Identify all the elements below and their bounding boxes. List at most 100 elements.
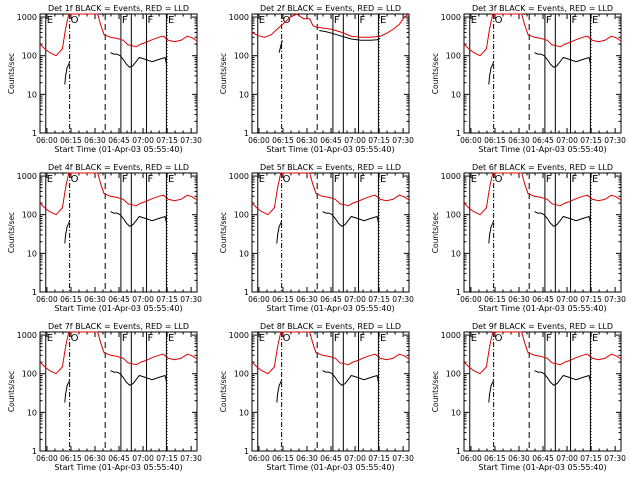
event-marker-label: O <box>495 15 503 26</box>
event-marker-label: E <box>471 333 477 344</box>
x-tick-label: 06:00 <box>460 295 482 304</box>
event-rate-line <box>534 211 592 227</box>
plot-frame <box>251 13 410 134</box>
event-marker-label: F <box>546 174 552 185</box>
panel-title: Det 3f BLACK = Events, RED = LLD <box>472 4 613 13</box>
event-rate-line <box>110 211 168 227</box>
lld-rate-line <box>251 13 410 38</box>
x-tick-label: 07:00 <box>556 295 578 304</box>
x-tick-label: 07:00 <box>132 136 154 145</box>
event-marker-label: O <box>71 15 79 26</box>
x-axis-label: Start Time (01-Apr-03 05:55:40) <box>478 304 606 313</box>
y-tick-label: 10 <box>451 90 461 99</box>
y-tick-label: 100 <box>234 52 249 61</box>
x-tick-label: 07:00 <box>344 454 366 463</box>
y-tick-label: 10 <box>451 249 461 258</box>
event-marker-label: F <box>360 333 366 344</box>
x-tick-label: 06:15 <box>60 454 82 463</box>
panel-title: Det 5f BLACK = Events, RED = LLD <box>260 163 401 172</box>
event-marker-label: E <box>47 174 53 185</box>
x-tick-label: 07:30 <box>180 454 202 463</box>
event-marker-label: O <box>71 333 79 344</box>
y-tick-label: 1 <box>32 447 37 456</box>
event-marker-label: E <box>259 333 265 344</box>
panel-5: Det 5f BLACK = Events, RED = LLD 1 10 100 10… <box>219 163 414 313</box>
panel-8: Det 8f BLACK = Events, RED = LLD 1 10 100 10… <box>219 322 414 472</box>
event-marker-label: E <box>592 333 598 344</box>
y-tick-label: 1000 <box>441 331 461 340</box>
event-rate-line <box>322 370 380 386</box>
event-rate-line <box>319 30 381 41</box>
event-marker-label: E <box>168 333 174 344</box>
event-marker-label: F <box>148 15 154 26</box>
x-axis-label: Start Time (01-Apr-03 05:55:40) <box>266 304 394 313</box>
x-tick-label: 07:30 <box>180 295 202 304</box>
event-rate-line <box>276 379 283 403</box>
plot-frame <box>463 172 622 293</box>
event-marker-label: E <box>592 15 598 26</box>
event-marker-label: E <box>471 15 477 26</box>
event-marker-label: F <box>148 174 154 185</box>
x-tick-label: 07:15 <box>156 295 178 304</box>
y-tick-label: 1000 <box>229 172 249 181</box>
event-marker-label: F <box>546 15 552 26</box>
x-tick-label: 06:30 <box>296 454 318 463</box>
x-axis-label: Start Time (01-Apr-03 05:55:40) <box>478 145 606 154</box>
x-tick-label: 06:30 <box>296 295 318 304</box>
y-tick-label: 1000 <box>441 13 461 22</box>
event-marker-label: E <box>47 333 53 344</box>
x-tick-label: 06:45 <box>532 295 554 304</box>
x-tick-label: 06:00 <box>460 136 482 145</box>
event-marker-label: F <box>572 174 578 185</box>
x-tick-label: 07:00 <box>556 136 578 145</box>
panel-4: Det 4f BLACK = Events, RED = LLD 1 10 100 10… <box>7 163 202 313</box>
y-tick-label: 100 <box>234 211 249 220</box>
panel-7: Det 7f BLACK = Events, RED = LLD 1 10 100 10… <box>7 322 202 472</box>
y-tick-label: 100 <box>22 52 37 61</box>
y-tick-label: 1 <box>244 288 249 297</box>
y-tick-label: 1 <box>244 447 249 456</box>
panel-title: Det 1f BLACK = Events, RED = LLD <box>48 4 189 13</box>
panel-6: Det 6f BLACK = Events, RED = LLD 1 10 100 10… <box>431 163 626 313</box>
y-axis-label: Counts/sec <box>219 53 228 94</box>
y-axis-label: Counts/sec <box>7 212 16 253</box>
lld-rate-line <box>463 13 622 57</box>
x-tick-label: 06:15 <box>272 295 294 304</box>
y-tick-label: 10 <box>27 408 37 417</box>
x-tick-label: 06:00 <box>36 454 58 463</box>
panel-title: Det 7f BLACK = Events, RED = LLD <box>48 322 189 331</box>
plot-frame <box>39 331 198 452</box>
x-tick-label: 06:45 <box>320 454 342 463</box>
x-tick-label: 06:00 <box>248 136 270 145</box>
x-tick-label: 07:15 <box>580 136 602 145</box>
x-axis-label: Start Time (01-Apr-03 05:55:40) <box>266 463 394 472</box>
plot-frame <box>463 13 622 134</box>
y-tick-label: 100 <box>446 370 461 379</box>
event-marker-label: O <box>283 333 291 344</box>
event-marker-label: E <box>471 174 477 185</box>
event-marker-label: F <box>148 333 154 344</box>
plot-frame <box>251 331 410 452</box>
x-tick-label: 06:00 <box>248 295 270 304</box>
event-marker-label: F <box>334 333 340 344</box>
x-tick-label: 06:15 <box>272 136 294 145</box>
x-tick-label: 07:30 <box>392 295 414 304</box>
event-marker-label: E <box>259 15 265 26</box>
x-tick-label: 07:30 <box>604 295 626 304</box>
event-rate-line <box>322 211 380 227</box>
x-tick-label: 06:00 <box>36 295 58 304</box>
y-axis-label: Counts/sec <box>219 212 228 253</box>
x-axis-label: Start Time (01-Apr-03 05:55:40) <box>54 145 182 154</box>
event-rate-line <box>278 40 283 53</box>
plot-frame <box>463 331 622 452</box>
y-tick-label: 1000 <box>229 13 249 22</box>
event-marker-label: F <box>334 174 340 185</box>
x-tick-label: 06:45 <box>320 136 342 145</box>
event-rate-line <box>488 379 495 403</box>
x-tick-label: 06:45 <box>108 295 130 304</box>
x-tick-label: 07:00 <box>132 454 154 463</box>
x-tick-label: 06:15 <box>60 136 82 145</box>
event-rate-line <box>488 61 495 85</box>
x-axis-label: Start Time (01-Apr-03 05:55:40) <box>54 463 182 472</box>
